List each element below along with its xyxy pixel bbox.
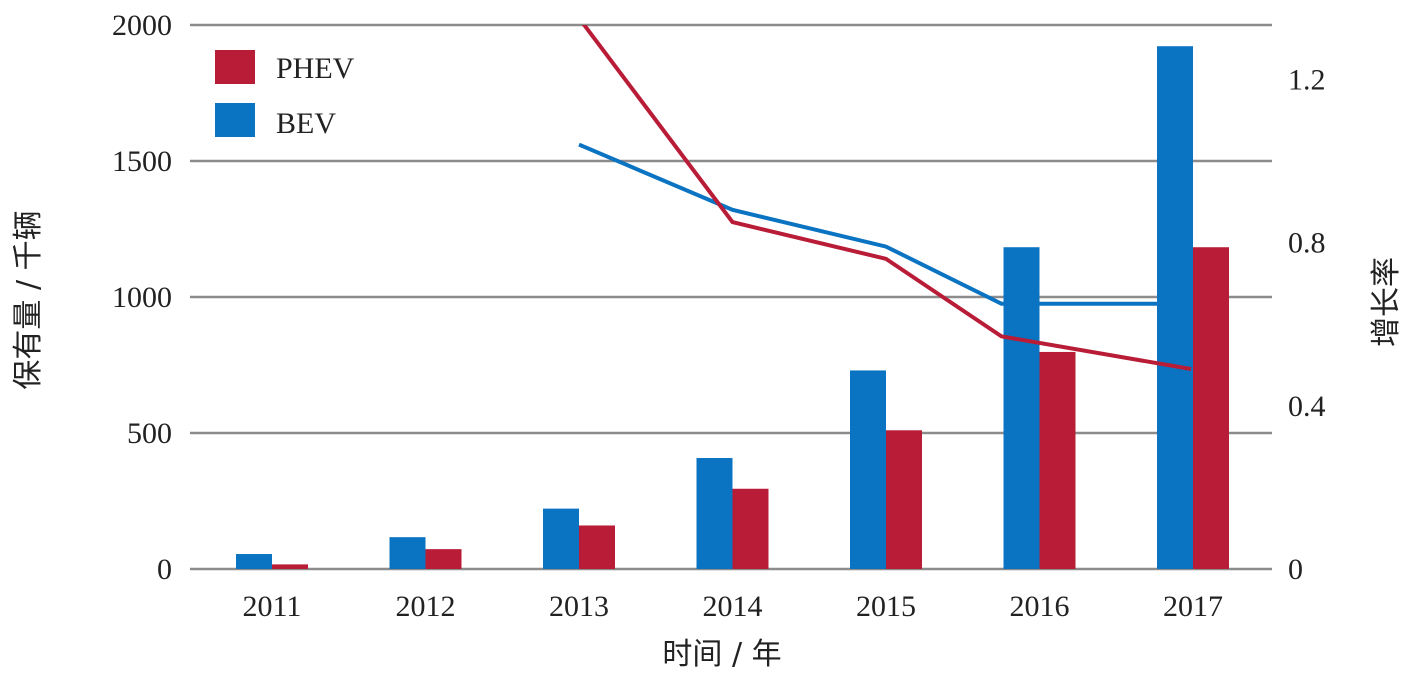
growth-line-phev <box>581 25 1192 372</box>
y-tick-label: 0 <box>157 553 172 586</box>
legend-label-phev: PHEV <box>276 52 355 85</box>
y2-tick-label: 1.2 <box>1288 63 1326 96</box>
y2-tick-label: 0 <box>1288 553 1303 586</box>
legend-swatch-bev <box>215 103 255 137</box>
y-tick-label: 1500 <box>112 145 172 178</box>
gridlines <box>190 23 1272 571</box>
y-tick-label: 1000 <box>112 281 172 314</box>
y-axis-title: 保有量 / 千辆 <box>11 210 46 389</box>
bar-phev-2014 <box>732 488 769 569</box>
x-tick-label: 2011 <box>243 590 302 623</box>
y-tick-label: 2000 <box>112 9 172 42</box>
bar-phev-2017 <box>1193 247 1229 569</box>
y2-tick-label: 0.4 <box>1288 390 1326 423</box>
y-tick-label: 500 <box>127 417 172 450</box>
growth-line-bev <box>578 142 1191 306</box>
bar-phev-2011 <box>272 564 308 569</box>
bar-bev-2015 <box>850 370 886 569</box>
bar-bev-2011 <box>236 554 272 569</box>
y2-tick-label: 0.8 <box>1288 227 1326 260</box>
x-axis-title: 时间 / 年 <box>662 637 781 672</box>
right-axis-ticks: 0 0.4 0.8 1.2 <box>1288 63 1326 586</box>
bar-bev-2017 <box>1157 46 1193 569</box>
bar-bev-2013 <box>543 508 579 569</box>
legend-label-bev: BEV <box>276 107 336 140</box>
bars <box>236 46 1229 569</box>
legend: PHEV BEV <box>215 50 355 140</box>
x-tick-label: 2017 <box>1163 590 1223 623</box>
x-tick-label: 2015 <box>856 590 916 623</box>
bar-phev-2015 <box>886 430 922 569</box>
bar-phev-2012 <box>425 549 462 569</box>
x-tick-label: 2012 <box>396 590 456 623</box>
growth-lines <box>578 25 1192 372</box>
bar-bev-2014 <box>696 458 733 569</box>
bar-bev-2016 <box>1003 247 1040 569</box>
x-tick-label: 2013 <box>549 590 609 623</box>
left-axis-ticks: 0 500 1000 1500 2000 <box>112 9 172 586</box>
x-axis-ticks: 2011 2012 2013 2014 2015 2016 2017 <box>243 590 1223 623</box>
x-tick-label: 2016 <box>1010 590 1070 623</box>
legend-swatch-phev <box>215 50 255 84</box>
bar-phev-2013 <box>579 525 615 569</box>
bar-bev-2012 <box>389 537 426 569</box>
bar-phev-2016 <box>1039 351 1076 569</box>
y2-axis-title: 增长率 <box>1369 257 1404 347</box>
x-tick-label: 2014 <box>703 590 763 623</box>
